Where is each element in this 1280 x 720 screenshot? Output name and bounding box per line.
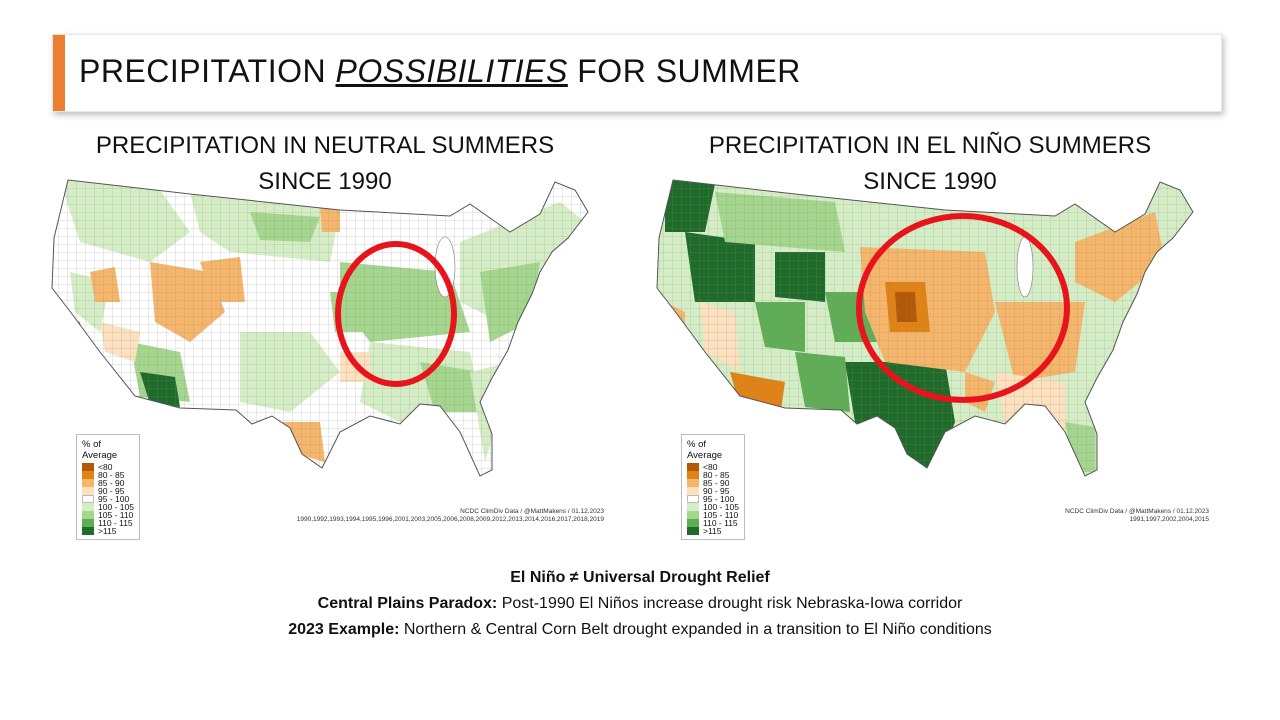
legend-item: 90 - 95 <box>82 486 134 496</box>
footer-line-2-text: Post-1990 El Niños increase drought risk… <box>497 595 963 612</box>
footer-line-3: 2023 Example: Northern & Central Corn Be… <box>0 618 1280 642</box>
legend-swatch <box>82 471 94 479</box>
legend-item: 110 - 115 <box>687 518 739 528</box>
slide-title-emphasis: POSSIBILITIES <box>335 53 568 89</box>
legend-item: 80 - 85 <box>82 470 134 480</box>
title-accent-bar <box>53 35 65 111</box>
footer-line-3-label: 2023 Example: <box>288 621 400 638</box>
legend-swatch <box>82 479 94 487</box>
legend-swatch <box>687 503 699 511</box>
footer-line-2: Central Plains Paradox: Post-1990 El Niñ… <box>0 592 1280 616</box>
credit-years: 1990,1992,1993,1994,1995,1996,2001,2003,… <box>296 516 604 523</box>
legend-swatch <box>82 487 94 495</box>
legend-item: >115 <box>687 526 739 536</box>
slide-title-before: PRECIPITATION <box>79 53 336 89</box>
legend-item: 100 - 105 <box>82 502 134 512</box>
footer-headline: El Niño ≠ Universal Drought Relief <box>0 566 1280 590</box>
map-title-elnino-line2: SINCE 1990 <box>863 168 997 195</box>
slide-title-box: PRECIPITATION POSSIBILITIES FOR SUMMER <box>52 34 1222 112</box>
legend-item: 95 - 100 <box>687 494 739 504</box>
legend-swatch <box>687 463 699 471</box>
legend-swatch <box>687 479 699 487</box>
map-title-neutral: PRECIPITATION IN NEUTRAL SUMMERS SINCE 1… <box>60 128 590 200</box>
legend-swatch <box>687 511 699 519</box>
legend-swatch <box>82 503 94 511</box>
credit-source: NCDC ClimDiv Data / @MattMakens / 01.12.… <box>1065 508 1209 515</box>
legend-label: 90 - 95 <box>703 486 730 496</box>
legend-label: 100 - 105 <box>98 502 134 512</box>
legend-item: <80 <box>687 462 739 472</box>
legend-label: 110 - 115 <box>98 518 133 528</box>
legend-swatch <box>82 463 94 471</box>
legend-swatch <box>82 495 94 503</box>
legend-item: 85 - 90 <box>687 478 739 488</box>
legend-label: 110 - 115 <box>703 518 738 528</box>
legend-rows: <80 80 - 85 85 - 90 90 - 95 95 - 100 100 - 10… <box>82 462 134 536</box>
legend-item: 105 - 110 <box>82 510 134 520</box>
lake-michigan-right <box>1016 236 1034 298</box>
slide-title: PRECIPITATION POSSIBILITIES FOR SUMMER <box>79 53 801 90</box>
legend-item: >115 <box>82 526 134 536</box>
legend-swatch <box>687 471 699 479</box>
legend-label: 95 - 100 <box>98 494 130 504</box>
legend-label: 100 - 105 <box>703 502 739 512</box>
slide-title-after: FOR SUMMER <box>567 53 801 89</box>
map-title-elnino-line1: PRECIPITATION IN EL NIÑO SUMMERS <box>708 132 1152 159</box>
legend-item: 100 - 105 <box>687 502 739 512</box>
map-neutral-summers <box>51 179 589 477</box>
legend-label: 90 - 95 <box>98 486 125 496</box>
legend-label: 80 - 85 <box>703 470 730 480</box>
legend-label: <80 <box>703 462 718 472</box>
footer-line-2-label: Central Plains Paradox: <box>317 595 498 612</box>
map-title-neutral-line2: SINCE 1990 <box>258 168 392 195</box>
legend-elnino: % of Average <80 80 - 85 85 - 90 90 - 95 95 … <box>681 434 745 540</box>
legend-item: 80 - 85 <box>687 470 739 480</box>
legend-swatch <box>687 527 699 535</box>
legend-label: 85 - 90 <box>98 478 125 488</box>
legend-title: % of Average <box>82 439 118 461</box>
footer-headline-text: El Niño ≠ Universal Drought Relief <box>510 569 770 586</box>
legend-item: 105 - 110 <box>687 510 739 520</box>
legend-item: 110 - 115 <box>82 518 134 528</box>
legend-item: 85 - 90 <box>82 478 134 488</box>
credit-source: NCDC ClimDiv Data / @MattMakens / 01.12.… <box>460 508 604 515</box>
legend-swatch <box>687 487 699 495</box>
footer-line-3-text: Northern & Central Corn Belt drought exp… <box>399 621 992 638</box>
map-elnino-summers <box>656 179 1194 477</box>
legend-swatch <box>687 519 699 527</box>
legend-swatch <box>82 511 94 519</box>
legend-label: 85 - 90 <box>703 478 730 488</box>
legend-rows: <80 80 - 85 85 - 90 90 - 95 95 - 100 100 - 10… <box>687 462 739 536</box>
legend-item: <80 <box>82 462 134 472</box>
legend-label: 105 - 110 <box>98 510 134 520</box>
legend-label: >115 <box>98 526 117 536</box>
credit-years: 1991,1997,2002,2004,2015 <box>1129 516 1209 523</box>
legend-label: 95 - 100 <box>703 494 735 504</box>
legend-label: 105 - 110 <box>703 510 739 520</box>
legend-label: <80 <box>98 462 113 472</box>
credit-elnino: NCDC ClimDiv Data / @MattMakens / 01.12.… <box>885 508 1209 524</box>
highlight-circle-neutral <box>335 241 457 387</box>
legend-title: % of Average <box>687 439 723 461</box>
legend-swatch <box>687 495 699 503</box>
legend-neutral: % of Average <80 80 - 85 85 - 90 90 - 95 95 … <box>76 434 140 540</box>
map-title-neutral-line1: PRECIPITATION IN NEUTRAL SUMMERS <box>95 132 555 159</box>
legend-item: 90 - 95 <box>687 486 739 496</box>
highlight-circle-elnino <box>856 213 1070 403</box>
legend-swatch <box>82 519 94 527</box>
map-title-elnino: PRECIPITATION IN EL NIÑO SUMMERS SINCE 1… <box>665 128 1195 200</box>
legend-swatch <box>82 527 94 535</box>
legend-label: 80 - 85 <box>98 470 125 480</box>
legend-item: 95 - 100 <box>82 494 134 504</box>
credit-neutral: NCDC ClimDiv Data / @MattMakens / 01.12.… <box>280 508 604 524</box>
legend-label: >115 <box>703 526 722 536</box>
